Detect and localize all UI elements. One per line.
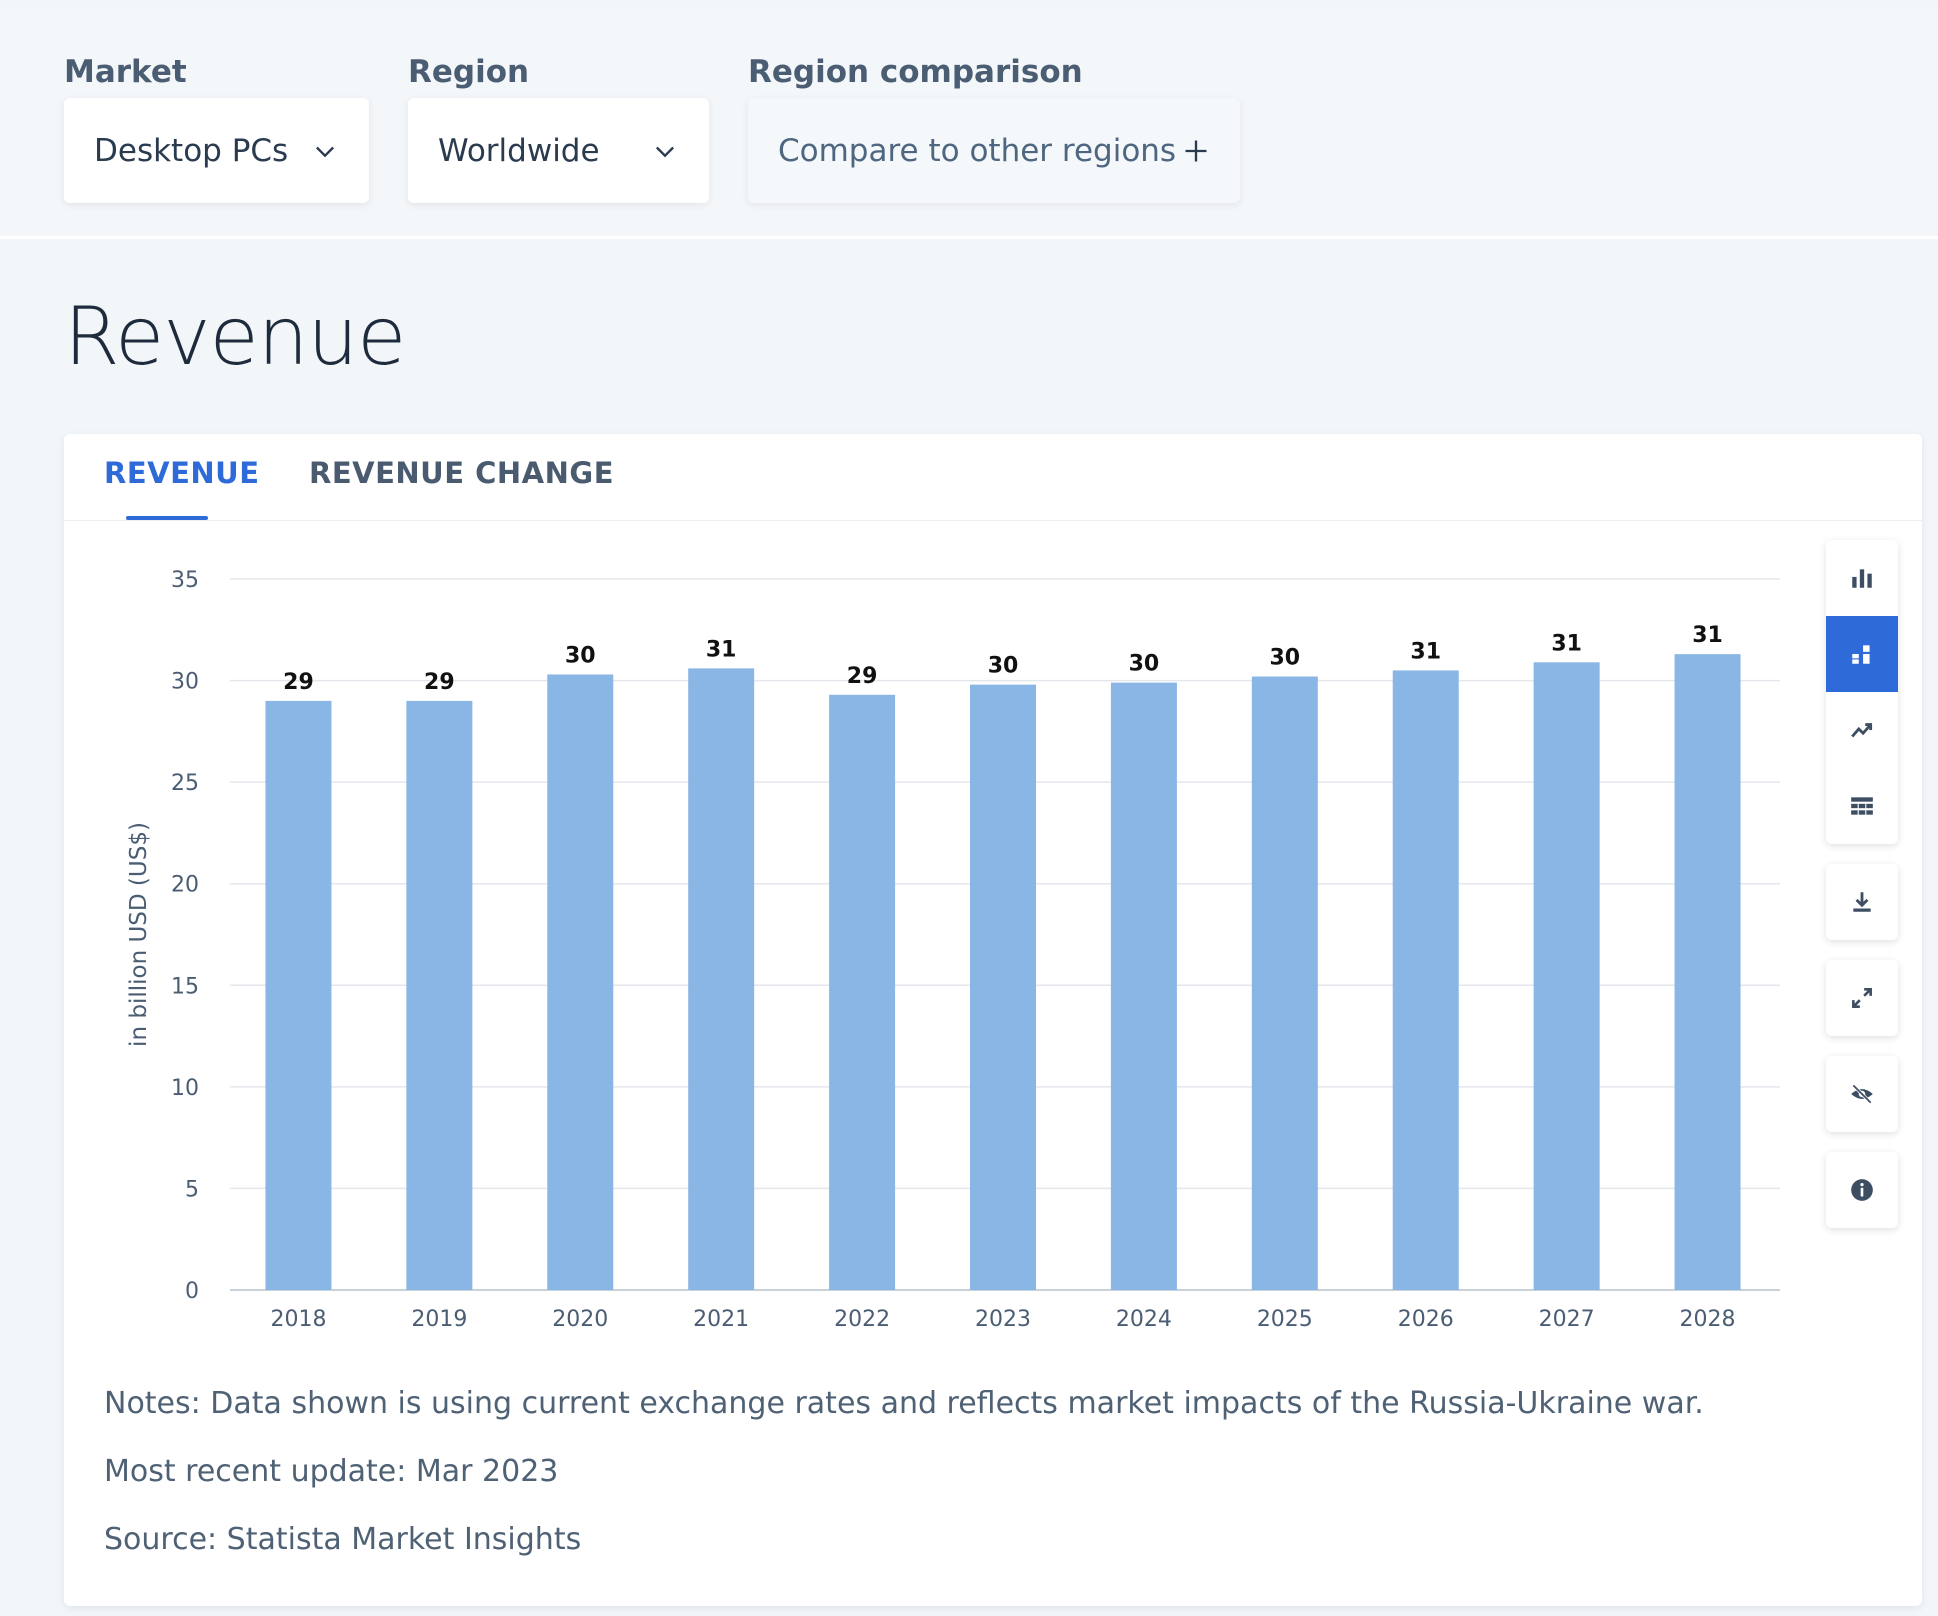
stacked-bar-button[interactable] <box>1826 616 1898 692</box>
download-button[interactable] <box>1826 864 1898 940</box>
page-title: Revenue <box>64 290 406 383</box>
chart-area: 0 5 10 15 20 25 30 35 in billion USD (US$) 29 2018… <box>64 534 1794 1378</box>
comparison-filter: Region comparison Compare to other regio… <box>748 54 1240 203</box>
y-tick-label: 30 <box>171 670 199 695</box>
bar <box>265 700 332 1290</box>
data-label: 31 <box>1692 623 1723 648</box>
market-value: Desktop PCs <box>94 132 289 169</box>
region-filter: Region Worldwide <box>408 54 709 203</box>
data-label: 31 <box>1410 639 1441 664</box>
info-icon <box>1851 1179 1873 1201</box>
data-label: 29 <box>424 670 455 695</box>
expand-button[interactable] <box>1826 960 1898 1036</box>
y-tick-label: 25 <box>171 771 199 796</box>
chevron-down-icon <box>656 146 674 157</box>
trend-line-icon <box>1851 723 1873 738</box>
download-group <box>1826 864 1898 940</box>
data-label: 30 <box>988 654 1019 679</box>
market-label: Market <box>64 54 187 90</box>
expand-group <box>1826 960 1898 1036</box>
y-tick-label: 20 <box>171 873 199 898</box>
x-tick-label: 2022 <box>834 1307 890 1332</box>
bar <box>1251 676 1318 1290</box>
chart-toolbar <box>1826 540 1898 1248</box>
x-tick-label: 2023 <box>975 1307 1031 1332</box>
x-tick-label: 2025 <box>1257 1307 1313 1332</box>
comparison-label: Region comparison <box>748 54 1083 90</box>
x-tick-label: 2020 <box>552 1307 608 1332</box>
plus-icon <box>1185 140 1207 161</box>
hide-button[interactable] <box>1826 1056 1898 1132</box>
download-icon <box>1853 892 1871 912</box>
y-tick-label: 0 <box>185 1279 199 1304</box>
bar <box>970 684 1036 1290</box>
expand-icon <box>1852 988 1872 1008</box>
compare-regions-button[interactable]: Compare to other regions <box>748 98 1240 203</box>
bar <box>1110 682 1177 1290</box>
hide-icon <box>1851 1084 1873 1104</box>
y-tick-label: 35 <box>171 568 199 593</box>
stacked-bar-icon <box>1852 645 1870 664</box>
table-icon <box>1851 797 1873 815</box>
data-label: 29 <box>283 670 314 695</box>
bar <box>1674 654 1741 1290</box>
chart-card: REVENUE REVENUE CHANGE 0 5 10 15 20 25 30 35 in … <box>64 434 1922 1606</box>
y-tick-label: 5 <box>185 1177 199 1202</box>
y-tick-label: 15 <box>171 974 199 999</box>
x-tick-label: 2027 <box>1539 1307 1595 1332</box>
x-tick-label: 2028 <box>1680 1307 1736 1332</box>
update-text: Most recent update: Mar 2023 <box>104 1454 559 1489</box>
bar <box>547 674 614 1290</box>
trend-line-button[interactable] <box>1826 692 1898 768</box>
market-select[interactable]: Desktop PCs <box>64 98 369 203</box>
y-tick-label: 10 <box>171 1076 199 1101</box>
x-tick-label: 2024 <box>1116 1307 1172 1332</box>
data-label: 31 <box>706 637 737 662</box>
x-tick-label: 2026 <box>1398 1307 1454 1332</box>
data-label: 30 <box>1129 652 1160 677</box>
region-label: Region <box>408 54 530 90</box>
bar <box>688 668 755 1290</box>
data-label: 29 <box>847 664 878 689</box>
filter-bar: Market Desktop PCs Region Worldwide Regi… <box>0 6 1938 239</box>
market-filter: Market Desktop PCs <box>64 54 369 203</box>
tab-bar: REVENUE REVENUE CHANGE <box>64 434 1922 521</box>
x-tick-label: 2021 <box>693 1307 749 1332</box>
active-tab-indicator <box>126 516 208 520</box>
table-view-button[interactable] <box>1826 768 1898 844</box>
source-text: Source: Statista Market Insights <box>104 1522 582 1557</box>
data-label: 31 <box>1551 631 1582 656</box>
bar <box>829 694 896 1290</box>
tab-revenue-change[interactable]: REVENUE CHANGE <box>309 456 615 490</box>
info-button[interactable] <box>1826 1152 1898 1228</box>
bar <box>1392 670 1459 1290</box>
info-group <box>1826 1152 1898 1228</box>
compare-value: Compare to other regions <box>778 132 1177 169</box>
x-tick-label: 2019 <box>411 1307 467 1332</box>
tab-revenue[interactable]: REVENUE <box>104 456 260 490</box>
bar <box>1533 662 1600 1290</box>
bar <box>406 700 473 1290</box>
region-value: Worldwide <box>438 132 600 169</box>
bar-chart-icon <box>1852 569 1872 588</box>
data-label: 30 <box>565 643 596 668</box>
x-tick-label: 2018 <box>270 1307 326 1332</box>
chart-type-group <box>1826 540 1898 844</box>
chevron-down-icon <box>316 146 334 157</box>
data-label: 30 <box>1270 646 1301 671</box>
hide-group <box>1826 1056 1898 1132</box>
chart-notes: Notes: Data shown is using current excha… <box>104 1384 1704 1588</box>
y-axis-label: in billion USD (US$) <box>126 822 152 1047</box>
region-select[interactable]: Worldwide <box>408 98 709 203</box>
bar-chart-button[interactable] <box>1826 540 1898 616</box>
notes-text: Notes: Data shown is using current excha… <box>104 1386 1704 1421</box>
